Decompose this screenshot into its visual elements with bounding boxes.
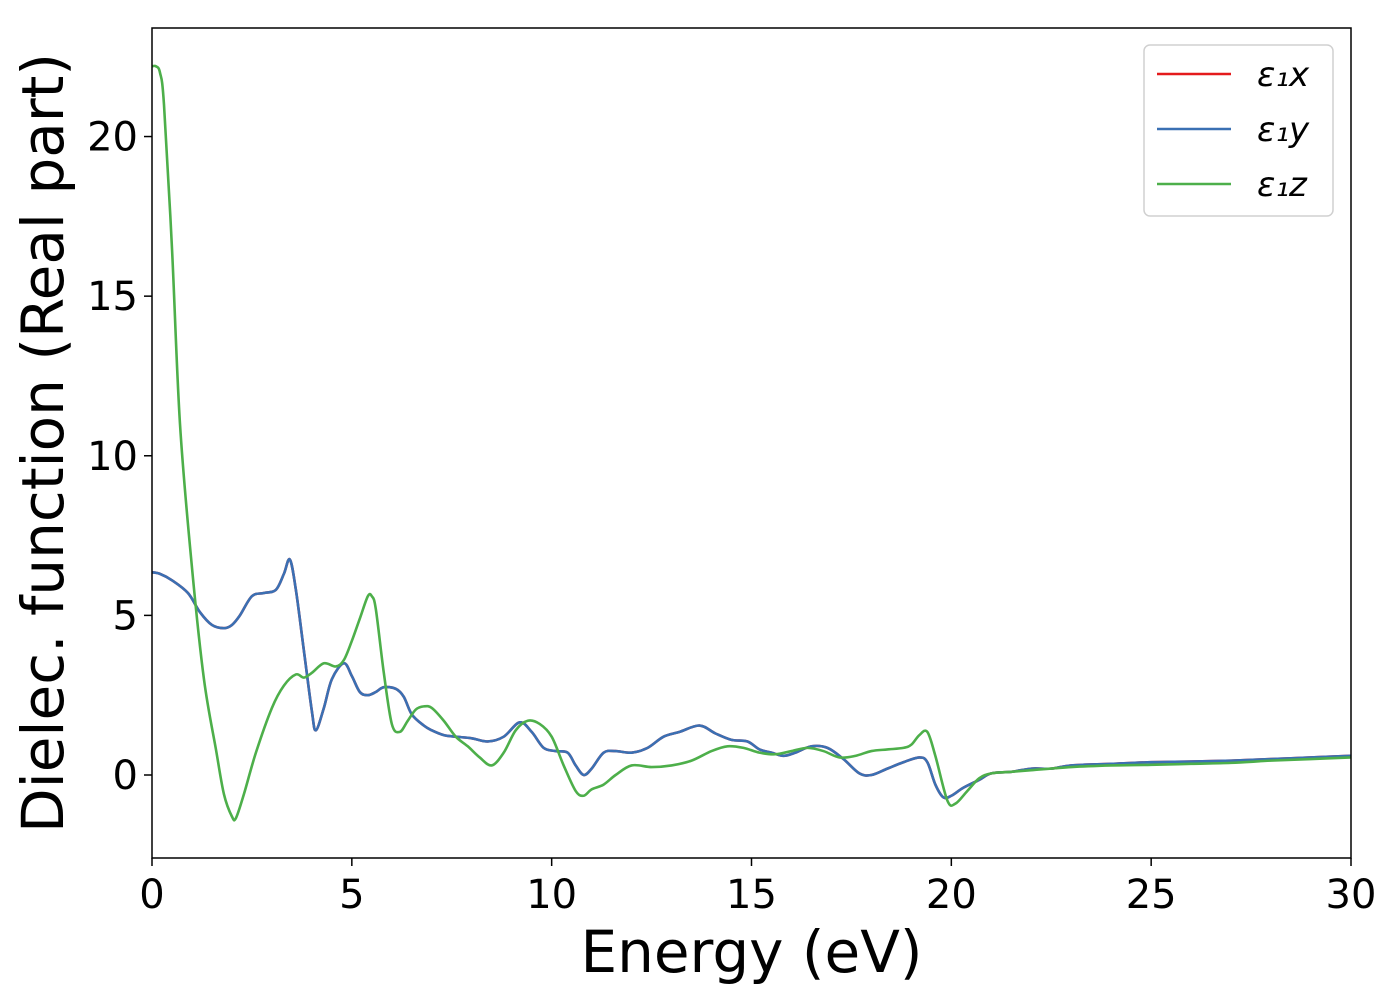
x-axis-label: Energy (eV) <box>580 918 922 986</box>
x-tick-label: 20 <box>926 872 977 918</box>
x-tick-label: 15 <box>726 872 777 918</box>
series-line-2 <box>152 557 1351 800</box>
series-line-3 <box>152 64 1351 822</box>
ticks-layer: 0 5 10 15 20 25 30 0 5 10 15 20 <box>87 115 1376 918</box>
y-tick-label: 20 <box>87 115 138 161</box>
legend-label: ε₁z <box>1257 165 1308 205</box>
x-tick-label: 0 <box>139 872 164 918</box>
x-tick-label: 30 <box>1326 872 1377 918</box>
y-axis-label: Dielec. function (Real part) <box>9 53 77 833</box>
y-tick-label: 0 <box>113 753 138 799</box>
y-tick-label: 10 <box>87 434 138 480</box>
x-tick-label: 5 <box>339 872 364 918</box>
x-tick-label: 10 <box>526 872 577 918</box>
legend-box <box>1143 44 1334 217</box>
legend-label: ε₁x <box>1257 55 1310 95</box>
series-layer <box>152 64 1351 822</box>
legend-label: ε₁y <box>1257 110 1310 150</box>
y-tick-label: 15 <box>87 274 138 320</box>
legend: ε₁x ε₁y ε₁z <box>1143 44 1334 217</box>
y-tick-label: 5 <box>113 593 138 639</box>
x-tick-label: 25 <box>1126 872 1177 918</box>
